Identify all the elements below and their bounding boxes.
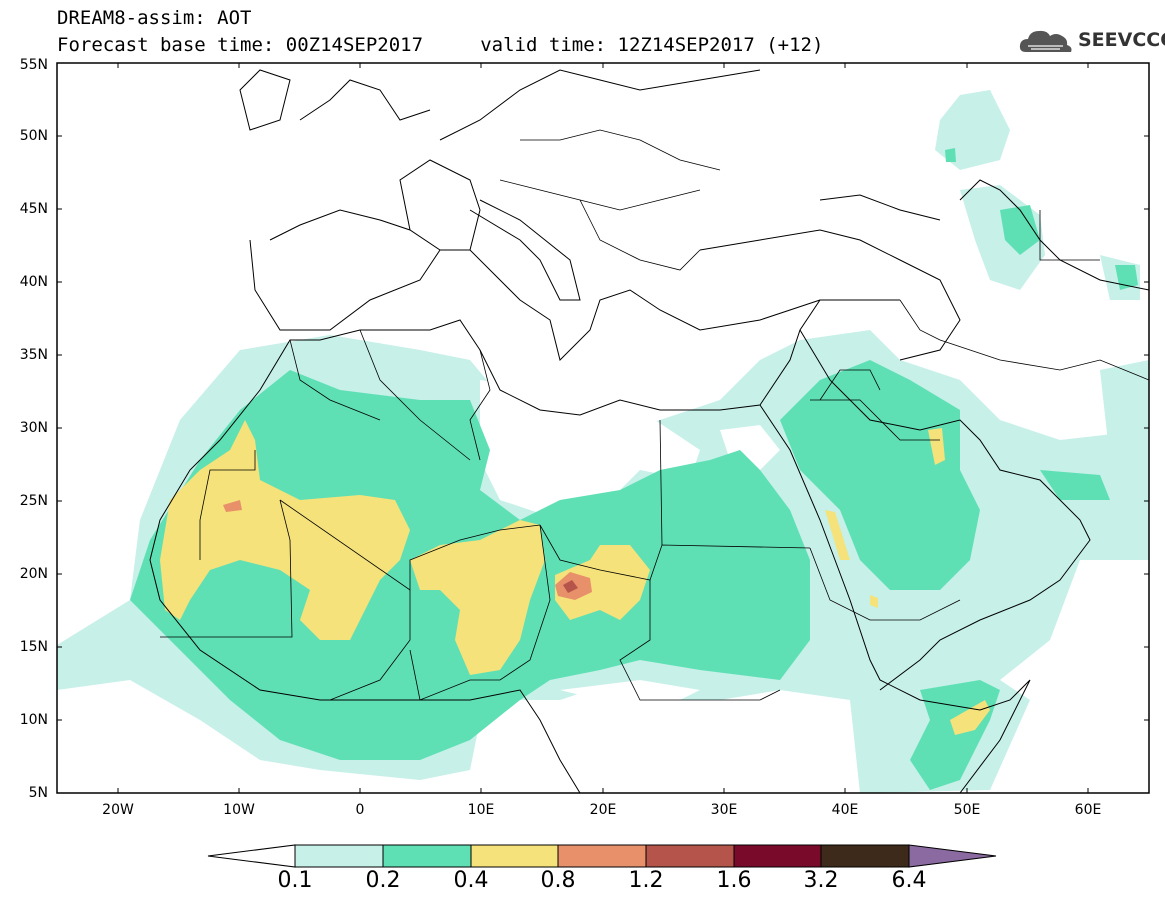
colorbar-swatch-4	[557, 844, 647, 868]
lon-label-10e: 10E	[467, 802, 495, 818]
lat-label-10n: 10N	[19, 712, 48, 728]
colorbar-swatch-2	[382, 844, 472, 868]
lat-label-40n: 40N	[19, 274, 48, 290]
seevccc-logo: SEEVCCC	[1018, 24, 1165, 58]
coastlines	[149, 69, 1149, 793]
colorbar-swatch-6	[733, 844, 822, 868]
lat-label-55n: 55N	[19, 57, 48, 73]
colorbar	[207, 844, 997, 868]
colorbar-over-arrow	[908, 844, 997, 868]
lon-label-0: 0	[355, 802, 365, 818]
colorbar-swatch-7	[820, 844, 910, 868]
colorbar-swatch-3	[470, 844, 559, 868]
colorbar-label-6.4: 6.4	[891, 868, 927, 893]
colorbar-swatch-1	[294, 844, 384, 868]
colorbar-label-1.6: 1.6	[716, 868, 752, 893]
colorbar-label-0.1: 0.1	[277, 868, 313, 893]
colorbar-label-1.2: 1.2	[628, 868, 664, 893]
logo-text: SEEVCCC	[1078, 29, 1165, 51]
aot-level-0.4	[160, 420, 990, 735]
lon-label-10w: 10W	[223, 802, 255, 818]
cloud-icon	[1019, 30, 1072, 52]
lat-label-50n: 50N	[19, 128, 48, 144]
colorbar-label-0.8: 0.8	[540, 868, 576, 893]
colorbar-swatch-5	[645, 844, 735, 868]
colorbar-under-arrow	[207, 844, 296, 868]
lat-label-45n: 45N	[19, 201, 48, 217]
lon-label-20e: 20E	[589, 802, 617, 818]
lon-label-40e: 40E	[831, 802, 859, 818]
aot-field	[57, 63, 1149, 793]
title-line-1: DREAM8-assim: AOT	[57, 7, 252, 29]
lon-label-30e: 30E	[710, 802, 738, 818]
lon-label-50e: 50E	[953, 802, 981, 818]
lat-label-25n: 25N	[19, 493, 48, 509]
aot-level-1.2	[563, 580, 578, 593]
colorbar-label-0.2: 0.2	[365, 868, 401, 893]
lat-label-30n: 30N	[19, 420, 48, 436]
lon-label-20w: 20W	[102, 802, 134, 818]
lat-label-20n: 20N	[19, 566, 48, 582]
axis-ticks	[57, 62, 1149, 794]
lat-label-5n: 5N	[28, 785, 48, 801]
colorbar-label-3.2: 3.2	[803, 868, 839, 893]
lat-label-35n: 35N	[19, 347, 48, 363]
lon-label-60e: 60E	[1074, 802, 1102, 818]
title-line-2: Forecast base time: 00Z14SEP2017 valid t…	[57, 34, 824, 56]
lat-label-15n: 15N	[19, 639, 48, 655]
country-borders	[160, 129, 1149, 701]
colorbar-label-0.4: 0.4	[453, 868, 489, 893]
